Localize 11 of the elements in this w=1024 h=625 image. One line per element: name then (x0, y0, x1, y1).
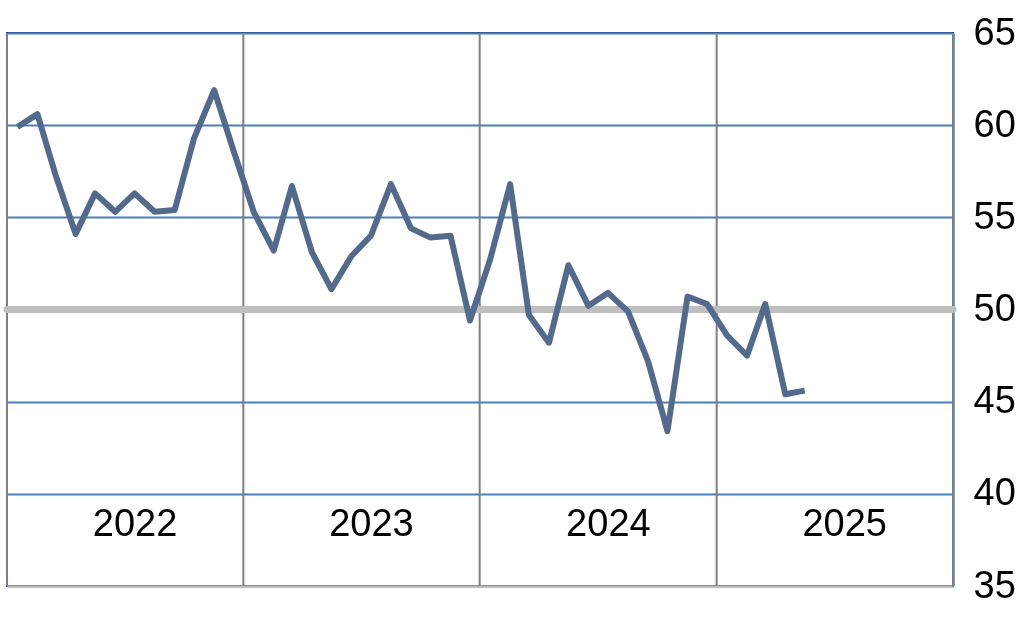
x-tick-label: 2024 (566, 501, 651, 544)
x-tick-label: 2022 (92, 501, 178, 544)
x-tick-label: 2023 (329, 501, 414, 544)
y-tick-label: 65 (973, 10, 1016, 53)
x-tick-label: 2025 (802, 501, 887, 544)
y-tick-label: 40 (973, 471, 1016, 514)
y-tick-label: 45 (973, 379, 1016, 422)
y-tick-label: 50 (973, 287, 1016, 329)
y-tick-label: 55 (973, 194, 1016, 237)
y-tick-label: 60 (973, 102, 1016, 145)
y-tick-label: 35 (973, 563, 1016, 606)
